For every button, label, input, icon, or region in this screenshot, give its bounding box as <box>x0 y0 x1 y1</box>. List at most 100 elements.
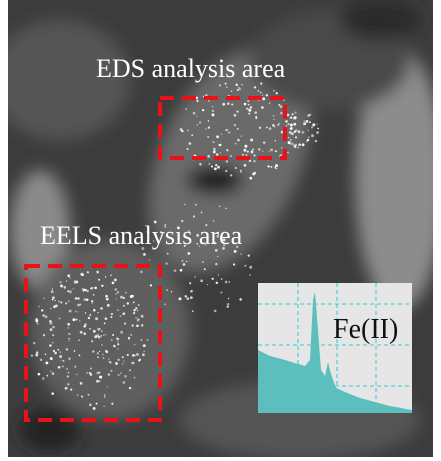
speckle <box>75 297 78 300</box>
speckle <box>233 263 235 265</box>
speckle <box>309 121 311 123</box>
speckle <box>52 299 53 300</box>
speckle <box>101 344 102 345</box>
speckle <box>112 334 114 336</box>
speckle <box>291 143 294 146</box>
speckle <box>186 261 188 263</box>
speckle <box>92 303 93 304</box>
speckle <box>227 102 229 104</box>
speckle <box>114 288 117 291</box>
speckle <box>290 123 293 126</box>
speckle <box>257 90 259 92</box>
speckle <box>286 125 287 126</box>
speckle <box>67 274 70 277</box>
speckle <box>36 351 39 354</box>
speckle <box>192 310 194 312</box>
speckle <box>49 344 52 347</box>
speckle <box>91 300 93 302</box>
speckle <box>123 360 124 361</box>
speckle <box>117 341 118 342</box>
speckle <box>208 126 210 128</box>
speckle <box>79 354 81 356</box>
speckle <box>75 311 77 313</box>
speckle <box>115 293 116 294</box>
speckle <box>49 322 52 325</box>
speckle <box>124 375 127 378</box>
speckle <box>268 166 270 168</box>
speckle <box>236 111 238 113</box>
speckle <box>117 309 119 311</box>
speckle <box>120 296 123 299</box>
speckle <box>262 151 263 152</box>
speckle <box>226 149 228 151</box>
speckle <box>298 130 301 133</box>
speckle <box>311 126 313 128</box>
speckle <box>122 363 123 364</box>
speckle <box>89 314 91 316</box>
speckle <box>134 377 136 379</box>
speckle <box>108 358 110 360</box>
speckle <box>298 143 301 146</box>
speckle <box>133 312 135 314</box>
speckle <box>99 380 100 381</box>
speckle <box>207 284 208 285</box>
speckle <box>275 140 276 141</box>
page: EDS analysis area EELS analysis area Fe(… <box>0 0 441 461</box>
speckle <box>77 394 78 395</box>
speckle <box>308 130 309 131</box>
speckle <box>90 368 92 370</box>
speckle <box>295 129 297 131</box>
speckle <box>216 282 218 284</box>
speckle <box>293 117 295 119</box>
speckle <box>134 344 135 345</box>
speckle <box>133 301 135 303</box>
speckle <box>68 333 70 335</box>
speckle <box>211 165 213 167</box>
speckle <box>103 406 104 407</box>
speckle <box>95 317 98 320</box>
speckle <box>67 383 69 385</box>
speckle <box>45 315 48 318</box>
speckle <box>316 123 317 124</box>
speckle <box>97 312 98 313</box>
speckle <box>141 315 144 318</box>
speckle <box>202 109 204 111</box>
speckle <box>255 116 257 118</box>
speckle <box>212 106 214 108</box>
speckle <box>106 298 109 301</box>
speckle <box>225 208 226 209</box>
speckle <box>208 100 209 101</box>
speckle <box>101 330 103 332</box>
speckle <box>129 387 131 389</box>
speckle <box>105 295 108 298</box>
speckle <box>105 350 107 352</box>
speckle <box>228 131 230 133</box>
speckle <box>77 304 79 306</box>
speckle <box>135 307 137 309</box>
speckle <box>58 301 60 303</box>
speckle <box>259 127 261 129</box>
speckle <box>216 153 219 156</box>
speckle <box>240 253 242 255</box>
speckle <box>290 116 292 118</box>
speckle <box>254 154 256 156</box>
speckle <box>278 123 280 125</box>
speckle <box>141 324 143 326</box>
speckle <box>231 90 233 92</box>
speckle <box>68 372 70 374</box>
speckle <box>111 316 113 318</box>
speckle <box>50 371 51 372</box>
speckle <box>205 128 206 129</box>
speckle <box>270 149 273 152</box>
speckle <box>66 348 68 350</box>
speckle <box>93 294 95 296</box>
speckle <box>52 334 54 336</box>
speckle <box>204 268 206 270</box>
speckle <box>50 357 53 360</box>
speckle <box>297 147 299 149</box>
speckle <box>41 309 43 311</box>
speckle <box>99 376 102 379</box>
speckle <box>217 256 218 257</box>
speckle <box>227 303 230 306</box>
speckle <box>60 351 61 352</box>
